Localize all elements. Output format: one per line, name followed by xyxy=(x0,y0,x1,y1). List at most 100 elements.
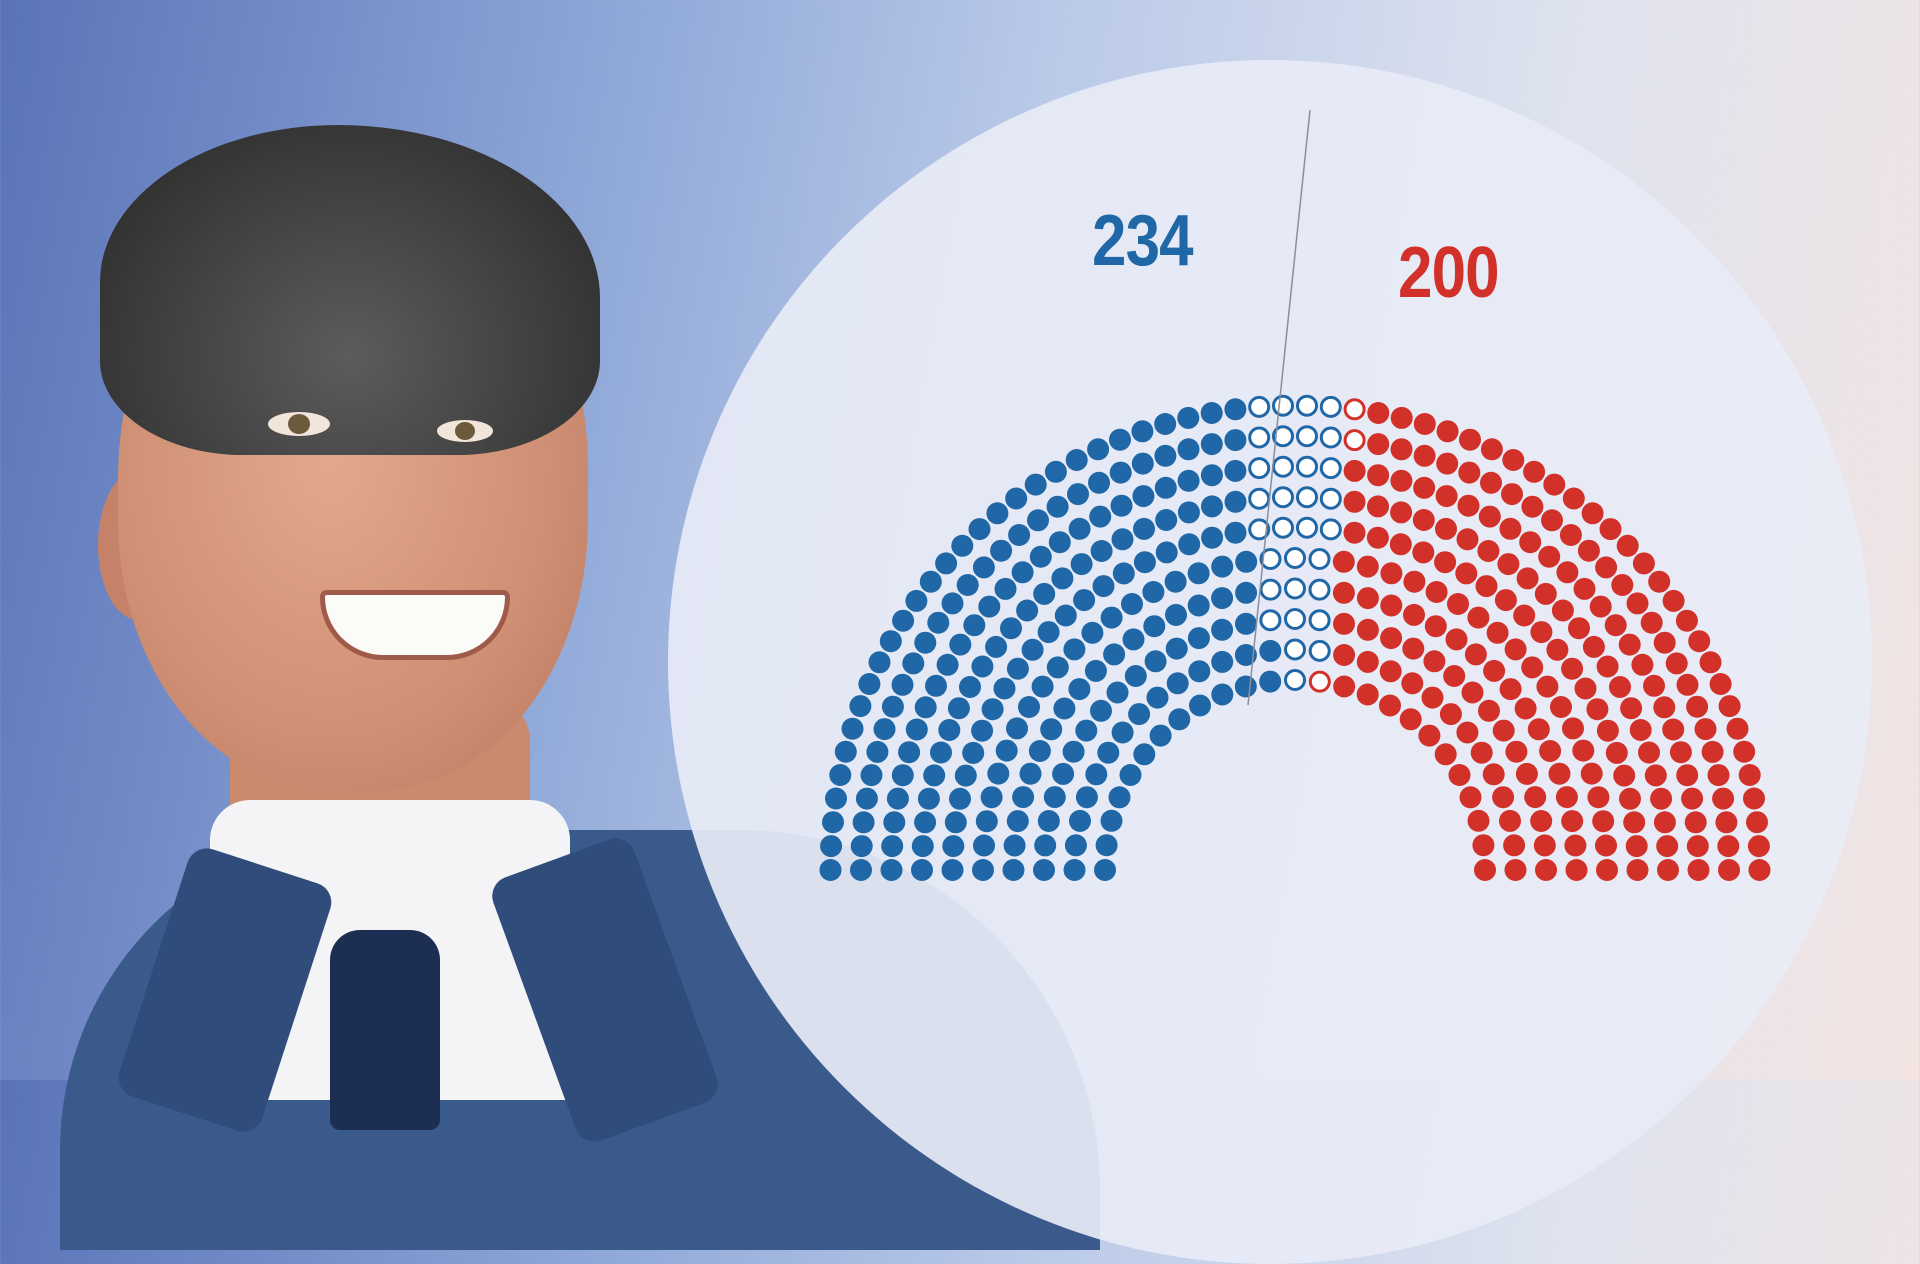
seat-democratic xyxy=(1201,495,1223,518)
seat-democratic xyxy=(919,570,942,593)
seat-democratic xyxy=(1089,505,1112,528)
seat-republican xyxy=(1582,635,1605,658)
seat-republican xyxy=(1470,741,1493,764)
seat-republican xyxy=(1499,809,1521,832)
seat-democratic xyxy=(1165,637,1188,660)
seat-democratic xyxy=(1133,743,1156,766)
seat-democratic xyxy=(1006,717,1028,740)
seat-republican xyxy=(1580,762,1603,785)
seat-democratic xyxy=(1031,675,1054,698)
seat-democratic xyxy=(980,786,1003,809)
seat-democratic-open xyxy=(1319,395,1342,418)
seat-democratic xyxy=(911,859,933,881)
seat-democratic xyxy=(860,764,883,787)
seat-republican xyxy=(1665,652,1688,675)
seat-democratic xyxy=(972,556,995,579)
seat-democratic xyxy=(1211,650,1234,673)
seat-republican xyxy=(1656,835,1679,858)
seat-democratic xyxy=(962,741,985,764)
seat-democratic xyxy=(995,739,1018,762)
seat-republican xyxy=(1556,561,1579,584)
seat-republican xyxy=(1550,696,1572,718)
seat-democratic xyxy=(1155,509,1178,531)
seat-republican xyxy=(1497,553,1520,576)
seat-democratic xyxy=(1142,581,1165,603)
seat-democratic xyxy=(1144,650,1167,673)
seat-democratic-open xyxy=(1272,486,1294,509)
seat-republican xyxy=(1412,541,1435,564)
seat-democratic-open xyxy=(1248,457,1271,480)
seat-republican xyxy=(1423,650,1446,673)
seat-republican xyxy=(1609,676,1631,698)
iris-right xyxy=(455,422,475,440)
seat-republican xyxy=(1747,835,1770,858)
seat-democratic xyxy=(1040,718,1063,741)
seat-democratic xyxy=(1211,555,1234,578)
seat-democratic-open xyxy=(1296,516,1318,539)
seat-republican xyxy=(1439,703,1462,726)
seat-democratic xyxy=(956,574,979,596)
seat-republican xyxy=(1459,428,1481,451)
seat-democratic xyxy=(905,718,928,741)
seat-democratic xyxy=(1033,859,1055,881)
seat-democratic xyxy=(829,764,852,786)
seat-republican xyxy=(1555,786,1578,809)
seat-democratic-open xyxy=(1259,578,1282,601)
seat-democratic-open xyxy=(1272,394,1294,417)
seat-republican xyxy=(1657,859,1679,881)
seat-democratic-open xyxy=(1259,609,1282,632)
seat-republican xyxy=(1504,859,1527,881)
seat-democratic xyxy=(1108,786,1131,809)
seat-republican xyxy=(1445,628,1468,651)
seat-democratic xyxy=(942,835,965,858)
seat-democratic xyxy=(1046,495,1069,518)
seat-republican xyxy=(1483,659,1506,682)
seat-democratic xyxy=(914,811,937,834)
seat-republican xyxy=(1581,502,1604,525)
seat-republican xyxy=(1595,834,1617,857)
seat-republican xyxy=(1380,627,1403,650)
seat-democratic xyxy=(1177,406,1200,429)
seat-republican xyxy=(1492,786,1515,809)
seat-democratic xyxy=(881,695,904,718)
seat-republican xyxy=(1480,471,1502,494)
seat-democratic xyxy=(1068,517,1091,540)
seat-republican xyxy=(1748,859,1771,881)
seat-democratic xyxy=(891,764,914,787)
seat-democratic xyxy=(1109,428,1131,451)
seat-republican xyxy=(1599,518,1622,541)
seat-democratic xyxy=(941,859,964,881)
seat-republican xyxy=(1568,617,1590,640)
seat-republican xyxy=(1356,618,1379,641)
seat-democratic xyxy=(858,673,881,695)
seat-republican xyxy=(1644,764,1667,787)
seat-democratic xyxy=(927,611,950,634)
seat-democratic xyxy=(1067,483,1089,506)
seat-republican xyxy=(1389,533,1412,556)
seat-democratic xyxy=(1224,521,1247,544)
seat-republican xyxy=(1726,717,1749,740)
seat-republican xyxy=(1573,577,1596,600)
seat-republican xyxy=(1424,615,1447,638)
seat-democratic-open xyxy=(1319,518,1342,541)
seat-republican xyxy=(1650,787,1673,810)
seat-democratic xyxy=(941,592,964,615)
seat-democratic xyxy=(1166,672,1189,695)
seat-republican xyxy=(1403,570,1426,593)
seat-republican xyxy=(1503,834,1526,857)
seat-democratic xyxy=(1164,570,1187,593)
seat-republican xyxy=(1494,589,1517,612)
seat-republican xyxy=(1455,562,1478,585)
seat-republican xyxy=(1380,562,1403,585)
seat-republican xyxy=(1332,550,1355,573)
seat-republican xyxy=(1333,675,1356,698)
seat-democratic-open xyxy=(1296,455,1318,478)
seat-democratic xyxy=(971,719,994,742)
seat-democratic xyxy=(1235,550,1258,573)
seat-republican xyxy=(1332,581,1355,604)
seat-democratic-open xyxy=(1296,486,1318,509)
seat-republican xyxy=(1543,473,1566,496)
seat-democratic xyxy=(930,741,952,764)
seat-democratic xyxy=(892,609,915,632)
seat-democratic-open xyxy=(1259,548,1282,570)
